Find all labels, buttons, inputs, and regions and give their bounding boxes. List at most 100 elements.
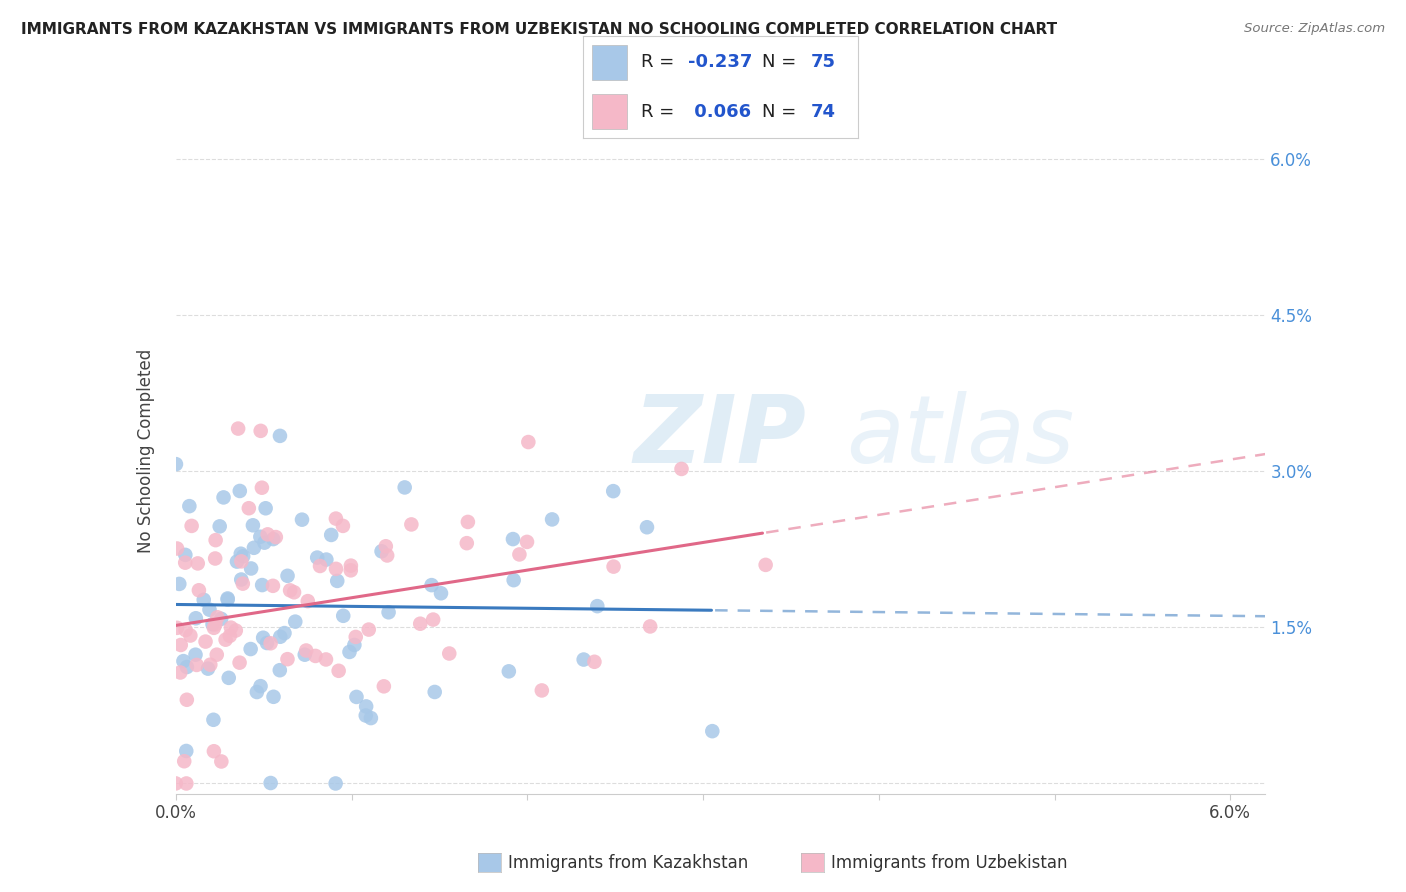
Point xyxy=(344,630,367,644)
Point xyxy=(169,665,191,680)
Point xyxy=(304,648,326,663)
Point xyxy=(232,549,254,564)
Text: Immigrants from Uzbekistan: Immigrants from Uzbekistan xyxy=(831,854,1067,871)
Point xyxy=(202,621,225,635)
Point xyxy=(269,663,291,677)
Point xyxy=(638,619,661,633)
Point xyxy=(755,558,778,572)
Point xyxy=(170,638,193,652)
Point xyxy=(423,685,446,699)
Point xyxy=(229,547,252,561)
Text: Immigrants from Kazakhstan: Immigrants from Kazakhstan xyxy=(508,854,748,871)
Point xyxy=(307,550,329,565)
Point xyxy=(291,513,314,527)
Point xyxy=(259,776,281,790)
Point xyxy=(586,599,609,614)
Point xyxy=(343,638,366,652)
Point xyxy=(284,615,307,629)
Point xyxy=(263,690,285,704)
Point xyxy=(179,628,201,642)
Point xyxy=(346,690,368,704)
Point xyxy=(328,664,350,678)
Point xyxy=(226,421,249,435)
Point xyxy=(277,569,299,583)
Point xyxy=(165,457,187,471)
Point xyxy=(370,544,392,558)
Point xyxy=(401,517,423,532)
Point xyxy=(184,648,207,662)
Point xyxy=(166,621,188,635)
Point xyxy=(530,683,553,698)
Point xyxy=(200,657,222,672)
Point xyxy=(375,549,398,563)
Point xyxy=(231,573,253,587)
Point xyxy=(165,776,187,790)
Point xyxy=(239,642,262,657)
Point xyxy=(377,605,399,619)
Point xyxy=(541,512,564,526)
Point xyxy=(354,699,377,714)
Point xyxy=(202,744,225,758)
Point xyxy=(198,603,221,617)
Point xyxy=(315,552,337,566)
Point xyxy=(602,484,624,499)
Point xyxy=(309,559,332,574)
Point xyxy=(184,611,207,625)
Point xyxy=(430,586,453,600)
FancyBboxPatch shape xyxy=(592,95,627,129)
Text: N =: N = xyxy=(762,54,801,71)
Point xyxy=(172,654,194,668)
Text: 75: 75 xyxy=(811,54,837,71)
Point xyxy=(583,655,606,669)
Point xyxy=(422,613,444,627)
Point xyxy=(409,616,432,631)
Text: ZIP: ZIP xyxy=(633,391,806,483)
Point xyxy=(420,578,443,592)
Point xyxy=(174,548,197,562)
Point xyxy=(321,528,343,542)
Y-axis label: No Schooling Completed: No Schooling Completed xyxy=(136,349,155,552)
Point xyxy=(373,679,395,693)
Point xyxy=(218,671,240,685)
Point xyxy=(212,491,235,505)
Point xyxy=(256,527,278,541)
Point xyxy=(249,530,271,544)
Point xyxy=(176,692,198,706)
Point xyxy=(225,624,247,638)
Point xyxy=(204,533,226,548)
FancyBboxPatch shape xyxy=(592,45,627,79)
Point xyxy=(360,711,382,725)
Point xyxy=(269,429,291,443)
Point xyxy=(297,594,319,608)
Point xyxy=(187,557,209,571)
Point xyxy=(240,561,263,575)
Point xyxy=(250,578,273,592)
Point xyxy=(276,652,298,666)
Point xyxy=(226,555,249,569)
Point xyxy=(193,592,215,607)
Point xyxy=(325,776,347,790)
Point xyxy=(394,480,416,494)
Point xyxy=(374,539,396,553)
Point xyxy=(180,519,202,533)
Text: N =: N = xyxy=(762,103,801,120)
Point xyxy=(259,636,281,650)
Point xyxy=(269,630,291,644)
Point xyxy=(256,636,278,650)
Point xyxy=(253,535,276,549)
Point xyxy=(249,424,271,438)
Point xyxy=(278,583,301,598)
Point xyxy=(174,623,197,637)
Point xyxy=(357,623,380,637)
Point xyxy=(456,536,478,550)
Point xyxy=(502,573,524,587)
Text: R =: R = xyxy=(641,54,681,71)
Text: 74: 74 xyxy=(811,103,837,120)
Point xyxy=(254,501,277,516)
Point xyxy=(332,519,354,533)
Point xyxy=(636,520,658,534)
Point xyxy=(217,591,239,606)
Point xyxy=(204,551,226,566)
Point xyxy=(339,563,361,577)
Point xyxy=(209,755,232,769)
